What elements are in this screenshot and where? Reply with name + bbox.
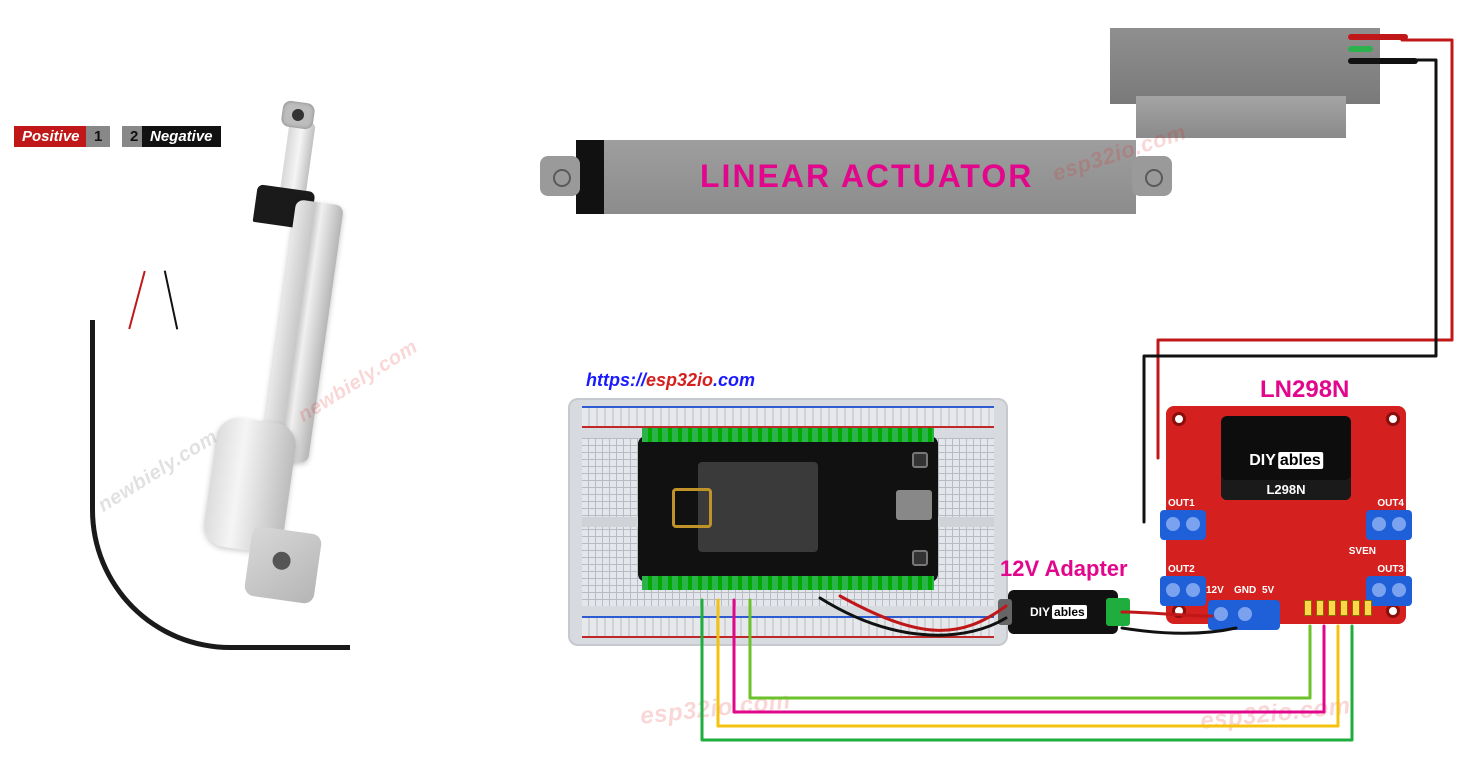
esp32-button-boot — [912, 550, 928, 566]
lead-red-icon — [1348, 34, 1408, 40]
diyables-logo: DIYables — [1012, 605, 1087, 619]
driver-title: LN298N — [1260, 376, 1349, 404]
label-out1: OUT1 — [1168, 498, 1195, 509]
positive-pin: 1 — [86, 126, 110, 147]
terminal-out2 — [1160, 576, 1206, 606]
positive-label: Positive — [14, 126, 88, 147]
esp32-module — [638, 436, 938, 582]
actuator-cable — [90, 320, 350, 650]
mount-hole-icon — [1386, 604, 1400, 618]
terminal-out3 — [1366, 576, 1412, 606]
terminal-power — [1208, 600, 1280, 630]
diyables-logo: DIYables — [1249, 452, 1323, 470]
adapter-label: 12V Adapter — [1000, 556, 1128, 582]
linear-actuator-endcap — [576, 140, 604, 214]
pin-icon — [1316, 600, 1324, 616]
breadboard-url: https://esp32io.com — [586, 370, 755, 391]
watermark: esp32io.com — [639, 687, 792, 731]
l298n-driver: DIYables L298N OUT1 OUT2 OUT4 OUT3 SVEN … — [1166, 406, 1406, 624]
pin-icon — [1304, 600, 1312, 616]
breadboard-rail-bottom — [582, 616, 994, 638]
breadboard-rail-top — [582, 406, 994, 428]
chip-label: L298N — [1266, 482, 1305, 497]
esp32-shield-can — [698, 462, 818, 552]
esp32-button-en — [912, 452, 928, 468]
pin-icon — [1328, 600, 1336, 616]
terminal-out4 — [1366, 510, 1412, 540]
linear-actuator-mount-left — [540, 156, 580, 196]
lead-green-icon — [1348, 46, 1373, 52]
terminal-out1 — [1160, 510, 1206, 540]
label-gnd: GND — [1234, 585, 1256, 596]
linear-actuator-rod — [1136, 96, 1346, 138]
linear-actuator-leads — [1348, 34, 1418, 64]
label-sven: SVEN — [1349, 546, 1376, 557]
pin-icon — [1364, 600, 1372, 616]
mount-hole-icon — [1172, 604, 1186, 618]
pin-icon — [1340, 600, 1348, 616]
linear-actuator-title: LINEAR ACTUATOR — [700, 158, 1033, 195]
label-12v: 12V — [1206, 585, 1224, 596]
lead-black-icon — [1348, 58, 1418, 64]
dc-jack-adapter: DIYables — [1008, 590, 1118, 634]
mount-hole-icon — [1386, 412, 1400, 426]
driver-control-header — [1304, 600, 1372, 616]
usb-port-icon — [896, 490, 932, 520]
label-out3: OUT3 — [1377, 564, 1404, 575]
heatsink-icon: DIYables L298N — [1221, 416, 1351, 500]
watermark: esp32io.com — [1199, 692, 1352, 736]
esp32-header-top — [642, 428, 934, 442]
linear-actuator-motor — [1110, 28, 1380, 104]
pin-icon — [1352, 600, 1360, 616]
photo-actuator — [60, 120, 380, 620]
label-5v: 5V — [1262, 585, 1274, 596]
jack-screw-terminal — [1106, 598, 1130, 626]
label-out2: OUT2 — [1168, 564, 1195, 575]
negative-label: Negative — [142, 126, 221, 147]
linear-actuator-mount-right — [1132, 156, 1172, 196]
label-out4: OUT4 — [1377, 498, 1404, 509]
mount-hole-icon — [1172, 412, 1186, 426]
esp32-header-bottom — [642, 576, 934, 590]
actuator-clevis-tip — [280, 100, 315, 130]
